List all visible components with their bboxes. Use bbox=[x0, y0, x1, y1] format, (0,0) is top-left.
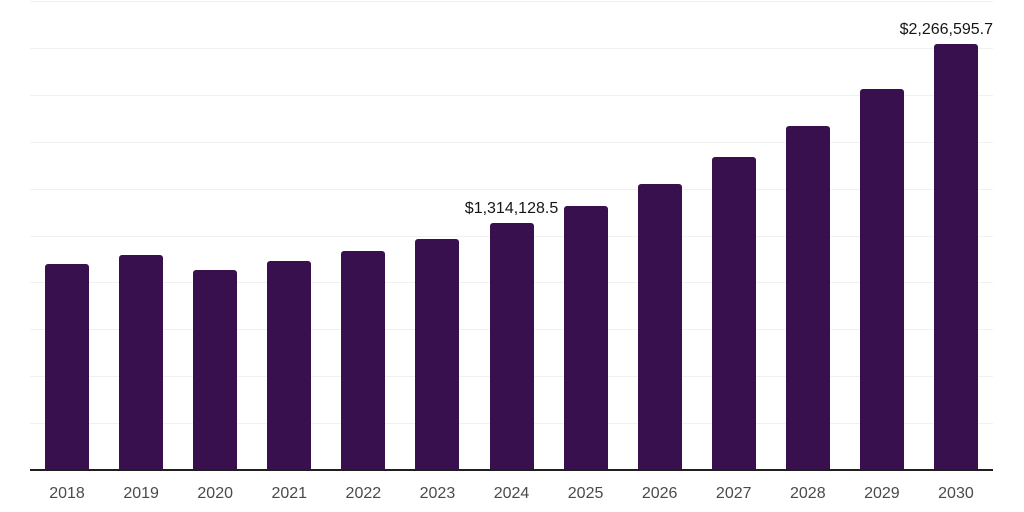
bar-2022 bbox=[341, 250, 386, 470]
x-tick-label: 2030 bbox=[938, 485, 974, 502]
x-tick-label: 2021 bbox=[271, 485, 308, 502]
bar-2027 bbox=[711, 156, 756, 470]
bar-2029 bbox=[859, 88, 904, 470]
x-tick-label: 2020 bbox=[197, 485, 233, 502]
bar-value-label: $1,314,128.5 bbox=[464, 199, 559, 217]
bar-2019 bbox=[119, 254, 164, 470]
x-tick-label: 2029 bbox=[864, 485, 900, 502]
bar-2025 bbox=[563, 205, 608, 470]
x-tick-label: 2025 bbox=[567, 485, 604, 502]
bar-2023 bbox=[415, 238, 460, 470]
x-tick-label: 2028 bbox=[790, 485, 826, 502]
gridline bbox=[30, 1, 993, 2]
x-tick-label: 2018 bbox=[49, 485, 85, 502]
gridline bbox=[30, 188, 993, 190]
bar-2018 bbox=[45, 263, 90, 470]
gridline bbox=[30, 94, 993, 96]
bar-2020 bbox=[193, 269, 238, 470]
bar-value-label: $2,266,595.7 bbox=[899, 20, 993, 38]
bar-2026 bbox=[637, 183, 682, 470]
bar-2030 bbox=[933, 43, 978, 470]
x-tick-label: 2024 bbox=[493, 485, 530, 502]
gridline bbox=[30, 141, 993, 143]
bar-2028 bbox=[785, 125, 830, 470]
x-tick-label: 2027 bbox=[715, 485, 752, 502]
gridline bbox=[30, 47, 993, 49]
bar-2021 bbox=[267, 260, 312, 470]
x-tick-label: 2026 bbox=[641, 485, 678, 502]
x-tick-label: 2019 bbox=[123, 485, 159, 502]
x-tick-label: 2023 bbox=[419, 485, 456, 502]
bar-2024 bbox=[489, 222, 534, 470]
x-tick-label: 2022 bbox=[345, 485, 382, 502]
